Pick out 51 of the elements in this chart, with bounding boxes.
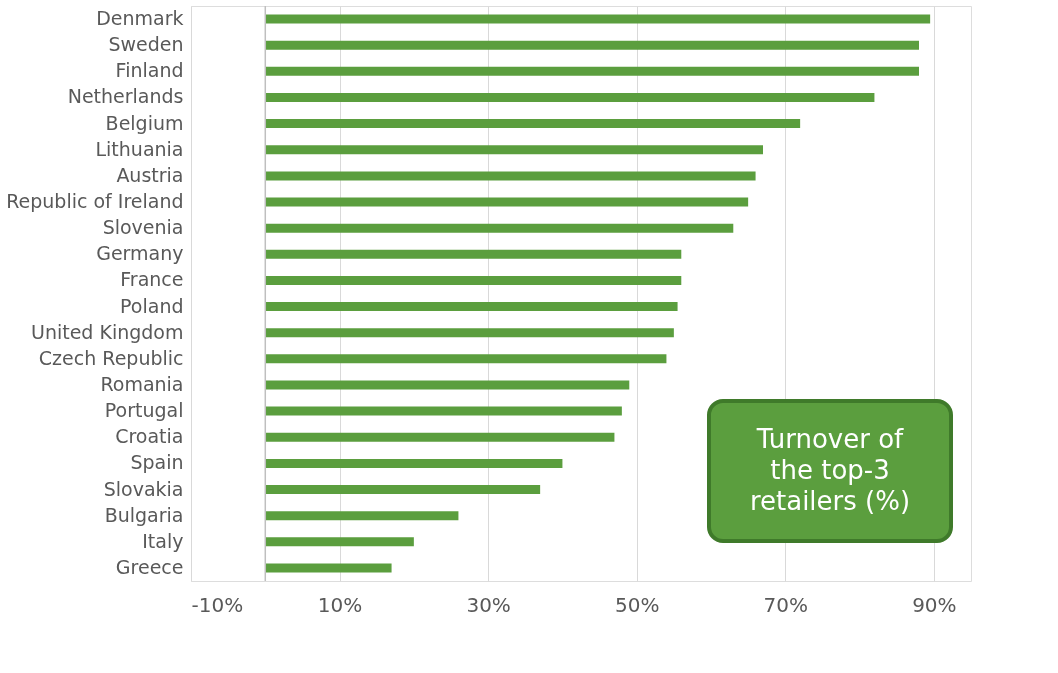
bar [265, 354, 667, 364]
y-tick-label: United Kingdom [30, 320, 184, 343]
y-tick-label: Greece [115, 555, 184, 578]
y-tick-label: Netherlands [67, 85, 184, 108]
x-tick-label: -10% [191, 592, 244, 617]
y-tick-label: Finland [115, 59, 184, 82]
bar [265, 406, 622, 416]
x-tick-label: 50% [614, 592, 660, 617]
bar [265, 302, 678, 312]
bar [265, 119, 801, 129]
y-tick-label: Italy [142, 529, 184, 552]
annotation: Turnover of the top-3 retailers (%) [749, 424, 911, 516]
x-tick-label: 70% [763, 592, 809, 617]
y-tick-label: Croatia [115, 425, 184, 448]
bar [265, 40, 919, 50]
bar [265, 223, 734, 233]
bar [265, 249, 682, 259]
bar [265, 485, 541, 495]
y-tick-label: Portugal [104, 399, 184, 422]
bar [265, 66, 919, 76]
y-tick-label: Czech Republic [38, 346, 184, 369]
y-tick-label: Slovakia [103, 477, 184, 500]
bar [265, 380, 630, 390]
y-tick-label: Germany [96, 242, 184, 265]
bar [265, 511, 459, 521]
bar [265, 197, 749, 207]
y-tick-label: Slovenia [102, 216, 184, 239]
bar [265, 92, 875, 102]
y-tick-label: Republic of Ireland [6, 190, 184, 213]
bar [265, 145, 763, 155]
bar [265, 171, 756, 181]
y-tick-label: Bulgaria [104, 503, 184, 526]
y-tick-label: Denmark [96, 7, 184, 30]
bar [265, 432, 615, 442]
y-tick-label: Belgium [105, 111, 184, 134]
x-tick-label: 90% [912, 592, 957, 617]
y-tick-label: Romania [100, 372, 184, 395]
bar [265, 563, 392, 573]
x-tick-label: 10% [317, 592, 363, 617]
y-tick-label: Poland [120, 294, 184, 317]
bar [265, 275, 682, 285]
bar [265, 328, 674, 338]
bar [265, 537, 414, 547]
y-tick-label: Sweden [108, 33, 184, 56]
y-tick-label: Austria [116, 163, 184, 186]
y-tick-label: Lithuania [95, 137, 184, 160]
bar [265, 14, 931, 24]
y-tick-label: France [120, 268, 184, 291]
y-tick-label: Spain [130, 451, 184, 474]
bar [265, 458, 563, 468]
x-tick-label: 30% [466, 592, 511, 617]
